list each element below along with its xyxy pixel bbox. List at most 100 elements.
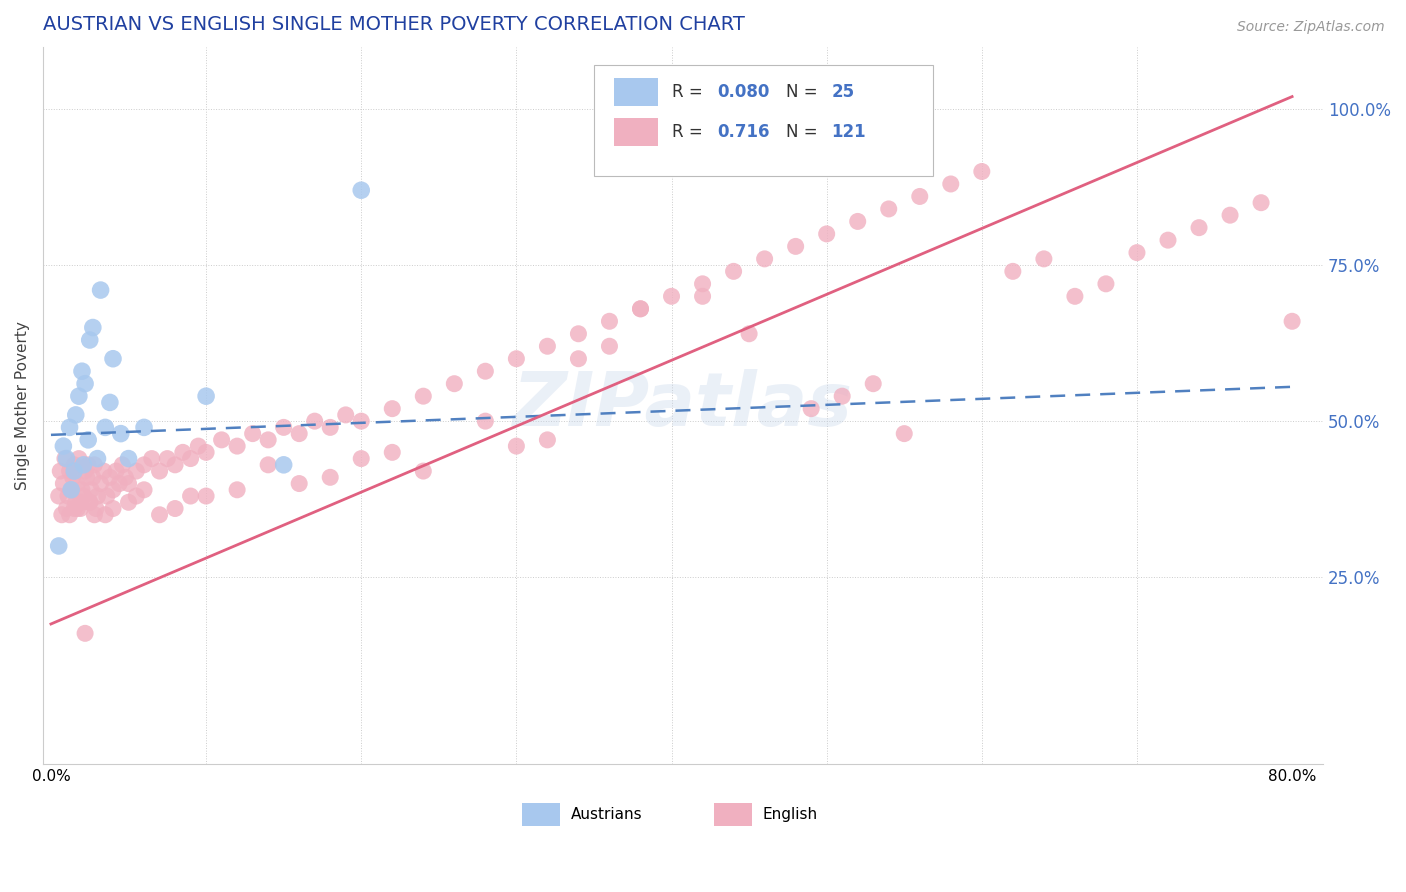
Point xyxy=(58,464,80,478)
Text: N =: N = xyxy=(786,83,823,101)
Point xyxy=(226,483,249,497)
Point xyxy=(536,433,558,447)
Point xyxy=(815,227,838,241)
Point xyxy=(117,495,139,509)
Point xyxy=(630,301,652,316)
Point xyxy=(108,476,131,491)
Point xyxy=(148,464,170,478)
Text: ZIPatlas: ZIPatlas xyxy=(513,369,853,442)
Text: 0.080: 0.080 xyxy=(717,83,770,101)
Text: R =: R = xyxy=(672,123,707,141)
Point xyxy=(96,489,118,503)
Point xyxy=(939,177,962,191)
Point xyxy=(141,451,163,466)
Y-axis label: Single Mother Poverty: Single Mother Poverty xyxy=(15,321,30,490)
Point xyxy=(970,164,993,178)
Point xyxy=(630,301,652,316)
Point xyxy=(65,495,87,509)
Point xyxy=(101,351,124,366)
Point xyxy=(800,401,823,416)
Point xyxy=(1188,220,1211,235)
Point xyxy=(125,489,148,503)
Text: N =: N = xyxy=(786,123,823,141)
Point xyxy=(187,439,209,453)
Point xyxy=(86,451,108,466)
Point xyxy=(598,339,620,353)
Point xyxy=(62,470,84,484)
Point xyxy=(56,489,79,503)
Point xyxy=(75,626,97,640)
Point xyxy=(661,289,683,303)
Point xyxy=(79,333,101,347)
Point xyxy=(79,495,101,509)
Point xyxy=(76,470,98,484)
Point xyxy=(567,351,589,366)
Point xyxy=(69,495,91,509)
FancyBboxPatch shape xyxy=(593,64,932,176)
Point xyxy=(125,464,148,478)
Point xyxy=(381,401,404,416)
Point xyxy=(94,508,117,522)
Point xyxy=(211,433,233,447)
Point xyxy=(474,414,496,428)
Point xyxy=(1219,208,1241,222)
Point xyxy=(598,314,620,328)
Point xyxy=(381,445,404,459)
Point xyxy=(242,426,264,441)
Point xyxy=(1157,233,1180,247)
Point xyxy=(877,202,900,216)
Point xyxy=(505,439,527,453)
Point xyxy=(195,489,218,503)
Point xyxy=(79,495,101,509)
Point xyxy=(93,464,115,478)
Point xyxy=(1250,195,1272,210)
Text: 121: 121 xyxy=(831,123,866,141)
Point xyxy=(51,508,73,522)
Point xyxy=(60,483,83,497)
Point xyxy=(58,508,80,522)
Point xyxy=(72,458,94,472)
Point xyxy=(117,476,139,491)
Point xyxy=(98,470,121,484)
Text: English: English xyxy=(762,807,818,822)
Text: 25: 25 xyxy=(831,83,855,101)
Point xyxy=(53,451,76,466)
Point xyxy=(335,408,357,422)
Point xyxy=(132,420,155,434)
Point xyxy=(48,539,70,553)
Point xyxy=(83,508,105,522)
Point xyxy=(75,464,97,478)
Point xyxy=(567,326,589,341)
Point xyxy=(412,389,434,403)
Point xyxy=(257,458,280,472)
Point xyxy=(443,376,465,391)
Point xyxy=(288,476,311,491)
Point xyxy=(67,451,90,466)
Point xyxy=(101,501,124,516)
Point xyxy=(63,501,86,516)
Point xyxy=(83,458,105,472)
Point xyxy=(58,420,80,434)
Point xyxy=(90,476,112,491)
Point xyxy=(412,464,434,478)
Point xyxy=(165,458,187,472)
Point xyxy=(319,470,342,484)
Point xyxy=(172,445,194,459)
Point xyxy=(60,483,83,497)
Point xyxy=(738,326,761,341)
Point xyxy=(77,433,100,447)
Text: Source: ZipAtlas.com: Source: ZipAtlas.com xyxy=(1237,20,1385,34)
Point xyxy=(195,445,218,459)
Point xyxy=(55,451,77,466)
Point xyxy=(908,189,931,203)
Point xyxy=(148,508,170,522)
Point xyxy=(319,420,342,434)
Point xyxy=(785,239,807,253)
Point xyxy=(72,489,94,503)
Point xyxy=(474,364,496,378)
Point xyxy=(195,389,218,403)
Point xyxy=(180,451,202,466)
Point xyxy=(49,464,72,478)
Point xyxy=(273,420,295,434)
Point xyxy=(69,501,91,516)
